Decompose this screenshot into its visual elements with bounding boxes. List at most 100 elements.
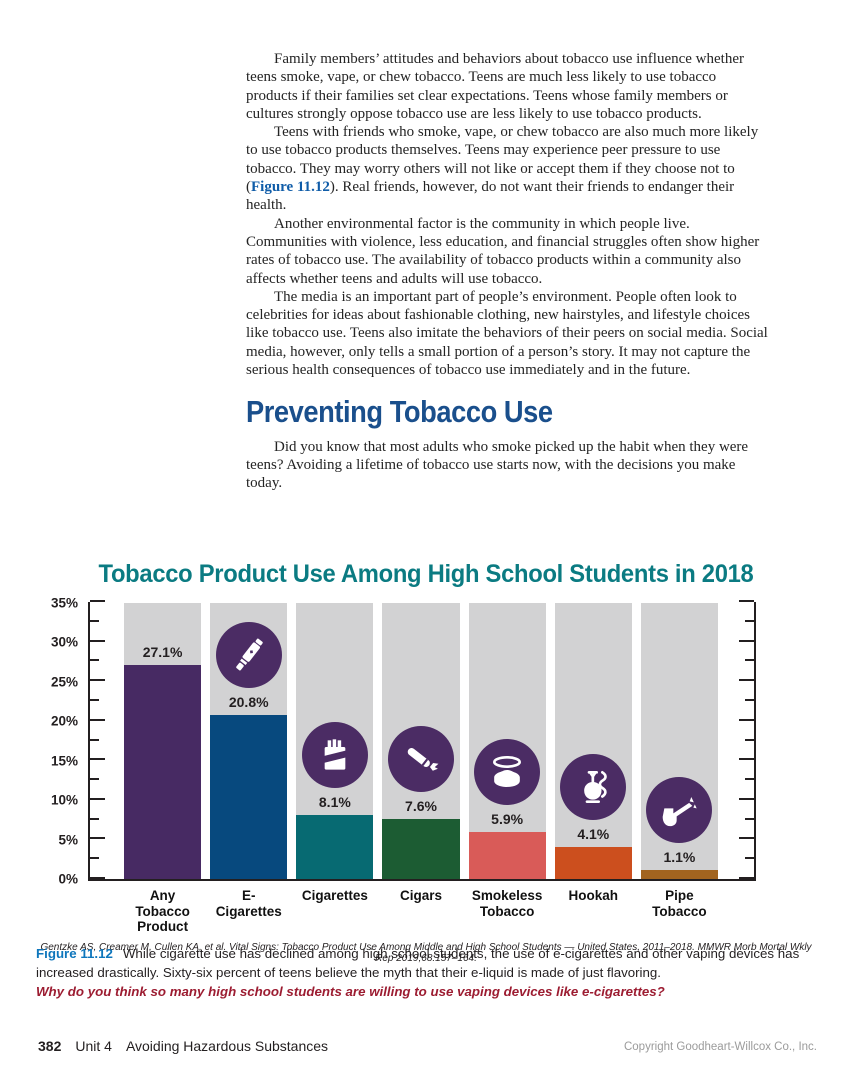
- bar-column-pipe-tobacco: 1.1%: [640, 603, 718, 879]
- figure-caption-label: Figure 11.12: [36, 946, 113, 961]
- bar-column-cigars: 7.6%: [382, 603, 460, 879]
- minor-tick: [90, 857, 99, 860]
- major-tick: [739, 679, 754, 682]
- major-tick: [739, 877, 754, 879]
- body-paragraph: Another environmental factor is the comm…: [246, 215, 760, 287]
- x-axis-label-hookah: Hookah: [568, 888, 619, 903]
- figure-caption-question: Why do you think so many high school stu…: [36, 983, 665, 999]
- value-label: 27.1%: [142, 644, 183, 661]
- major-tick: [90, 837, 105, 840]
- major-tick: [739, 758, 754, 761]
- x-axis-label-pipe-tobacco: Pipe Tobacco: [652, 888, 707, 919]
- pipe-icon: [646, 777, 713, 844]
- value-label: 8.1%: [318, 794, 351, 811]
- y-axis-labels: 0% 5% 10% 15% 20% 25% 30% 35%: [32, 596, 82, 887]
- paragraph-text: ). Real friends, however, do not want th…: [246, 179, 735, 214]
- body-paragraph: Did you know that most adults who smoke …: [246, 438, 749, 492]
- minor-tick: [745, 857, 754, 860]
- y-tick-label: 5%: [58, 832, 78, 848]
- bar-column-cigarettes: 8.1%: [296, 603, 374, 879]
- minor-tick: [745, 778, 754, 781]
- major-tick: [739, 600, 754, 602]
- chart-plot-area: 0% 5% 10% 15% 20% 25% 30% 35% 27.1% 20.8% 8.1% 7.6…: [51, 596, 756, 887]
- minor-tick: [90, 778, 99, 781]
- bar-columns: 27.1% 20.8% 8.1% 7.6% 5.9% 4.1% 1.1%: [124, 603, 718, 879]
- major-tick: [739, 837, 754, 840]
- minor-tick: [745, 619, 754, 622]
- value-label: 1.1%: [663, 849, 696, 866]
- figure-reference: Figure 11.12: [251, 179, 330, 196]
- chart-source-citation: Gentzke AS, Creamer M, Cullen KA, et al.…: [40, 941, 812, 964]
- y-axis-left: [88, 600, 105, 879]
- y-tick-label: 0%: [58, 871, 78, 887]
- y-tick-label: 10%: [50, 792, 78, 808]
- bar-column-e-cigarettes: 20.8%: [210, 603, 288, 879]
- minor-tick: [745, 817, 754, 820]
- minor-tick: [745, 698, 754, 701]
- body-paragraph: The media is an important part of people…: [246, 288, 768, 379]
- major-tick: [90, 639, 105, 642]
- body-text-column: Family members’ attitudes and behaviors …: [246, 50, 770, 493]
- minor-tick: [745, 738, 754, 741]
- value-label: 4.1%: [577, 825, 610, 842]
- y-axis-right: [739, 600, 756, 879]
- x-axis-label-cigars: Cigars: [399, 888, 442, 903]
- major-tick: [90, 877, 105, 879]
- figure-11-12-chart: Tobacco Product Use Among High School St…: [34, 560, 818, 964]
- bar-smokeless-tobacco: [468, 832, 546, 879]
- bar-column-any-tobacco-product: 27.1%: [124, 603, 202, 879]
- y-tick-label: 30%: [50, 634, 78, 650]
- major-tick: [90, 679, 105, 682]
- bar-cigars: [382, 819, 460, 879]
- cigar-icon: [387, 726, 454, 793]
- major-tick: [739, 718, 754, 721]
- page-number: 382: [38, 1038, 62, 1054]
- bar-column-smokeless-tobacco: 5.9%: [468, 603, 546, 879]
- major-tick: [90, 718, 105, 721]
- paragraph-text: Teens with friends who smoke, vape, or c…: [246, 124, 759, 196]
- x-axis-label-e-cigarettes: E-Cigarettes: [215, 888, 282, 919]
- y-tick-label: 25%: [50, 674, 78, 690]
- value-label: 5.9%: [491, 811, 524, 828]
- footer-copyright: Copyright Goodheart-Willcox Co., Inc.: [623, 1041, 817, 1053]
- x-axis-label-any-tobacco-product: Any Tobacco Product: [135, 888, 190, 935]
- bar-pipe-tobacco: [640, 870, 718, 879]
- x-axis-labels: Any Tobacco Product E-Cigarettes Cigarette…: [124, 888, 718, 935]
- vape-pen-icon: [215, 621, 282, 688]
- footer-left: 382 Unit 4 Avoiding Hazardous Substances: [38, 1038, 328, 1054]
- major-tick: [739, 639, 754, 642]
- smokeless-tin-icon: [474, 739, 541, 806]
- figure-caption-text: While cigarette use has declined among h…: [36, 946, 800, 980]
- major-tick: [90, 758, 105, 761]
- y-tick-label: 35%: [50, 595, 78, 611]
- y-tick-label: 15%: [50, 753, 78, 769]
- cigarette-pack-icon: [301, 722, 368, 789]
- figure-caption: Figure 11.12 While cigarette use has decl…: [36, 945, 826, 1002]
- value-label: 7.6%: [405, 798, 437, 815]
- bar-e-cigarettes: [210, 714, 288, 879]
- minor-tick: [90, 698, 99, 701]
- x-axis-label-smokeless-tobacco: Smokeless Tobacco: [471, 888, 543, 919]
- minor-tick: [745, 659, 754, 662]
- bar-any-tobacco-product: [124, 665, 202, 879]
- chart-title: Tobacco Product Use Among High School St…: [98, 560, 754, 588]
- y-tick-label: 20%: [50, 713, 78, 729]
- major-tick: [90, 600, 105, 602]
- minor-tick: [90, 659, 99, 662]
- footer-section-title: Avoiding Hazardous Substances: [125, 1038, 329, 1054]
- footer-unit: Unit 4: [75, 1038, 112, 1054]
- major-tick: [739, 797, 754, 800]
- bar-column-hookah: 4.1%: [554, 603, 632, 879]
- bar-cigarettes: [296, 815, 374, 879]
- minor-tick: [90, 738, 99, 741]
- x-axis-label-cigarettes: Cigarettes: [301, 888, 368, 903]
- hookah-icon: [560, 753, 627, 820]
- value-label: 20.8%: [228, 693, 269, 710]
- body-paragraph: Teens with friends who smoke, vape, or c…: [246, 123, 770, 214]
- body-paragraph: Family members’ attitudes and behaviors …: [246, 51, 744, 122]
- minor-tick: [90, 817, 99, 820]
- minor-tick: [90, 619, 99, 622]
- bar-hookah: [554, 846, 632, 879]
- major-tick: [90, 797, 105, 800]
